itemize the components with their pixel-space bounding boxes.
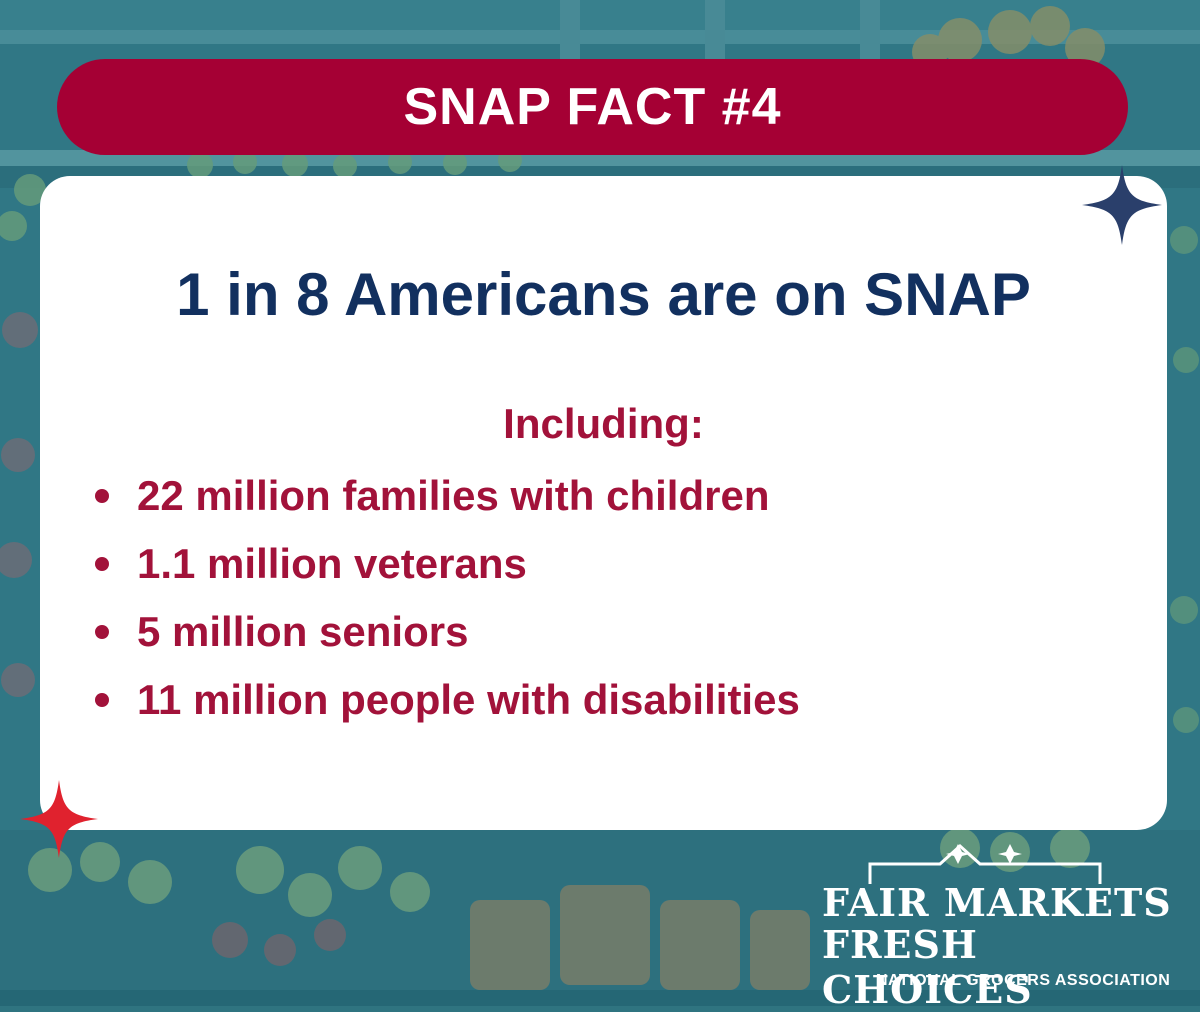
- list-item: 22 million families with children: [95, 468, 800, 536]
- shopping-basket-icon: [868, 843, 1102, 884]
- fact-text: 1.1 million veterans: [137, 540, 527, 587]
- list-item: 1.1 million veterans: [95, 536, 800, 604]
- bullet-icon: [95, 693, 109, 707]
- navy-sparkle-icon: [1082, 165, 1162, 245]
- fact-text: 11 million people with disabilities: [137, 676, 800, 723]
- list-item: 5 million seniors: [95, 604, 800, 672]
- intro-label: Including:: [503, 400, 704, 447]
- banner-title: SNAP FACT #4: [403, 78, 782, 136]
- fact-text: 5 million seniors: [137, 608, 469, 655]
- fact-list: 22 million families with children 1.1 mi…: [95, 468, 800, 740]
- bullet-icon: [95, 489, 109, 503]
- headline: 1 in 8 Americans are on SNAP: [176, 261, 1031, 328]
- fact-card: 1 in 8 Americans are on SNAP Including: …: [40, 176, 1167, 830]
- list-item: 11 million people with disabilities: [95, 672, 800, 740]
- bullet-icon: [95, 625, 109, 639]
- fact-text: 22 million families with children: [137, 472, 770, 519]
- logo-line-2: FRESH CHOICES: [822, 922, 1033, 1012]
- red-sparkle-icon: [20, 780, 98, 858]
- title-banner: SNAP FACT #4: [57, 59, 1128, 155]
- logo-line-1: FAIR MARKETS: [822, 880, 1172, 925]
- bullet-icon: [95, 557, 109, 571]
- logo-subtitle: NATIONAL GROCERS ASSOCIATION: [876, 972, 1171, 989]
- fair-markets-logo: FAIR MARKETS FRESH CHOICES NATIONAL GROC…: [800, 840, 1200, 1012]
